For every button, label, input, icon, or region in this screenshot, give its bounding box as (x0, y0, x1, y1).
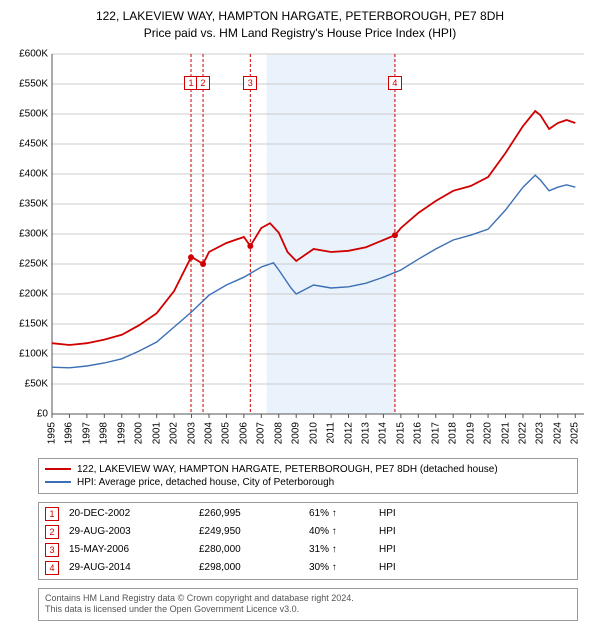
footer-attribution: Contains HM Land Registry data © Crown c… (38, 588, 578, 621)
title-line-2: Price paid vs. HM Land Registry's House … (8, 25, 592, 42)
x-tick-label: 1999 (116, 422, 127, 444)
x-tick-label: 2006 (238, 422, 249, 444)
sale-suffix: HPI (379, 526, 396, 537)
x-tick-label: 2018 (448, 422, 459, 444)
sale-pct: 31% ↑ (309, 544, 369, 555)
x-tick-label: 2005 (221, 422, 232, 444)
x-tick-label: 2011 (326, 422, 337, 444)
x-tick-label: 2021 (500, 422, 511, 444)
legend: 122, LAKEVIEW WAY, HAMPTON HARGATE, PETE… (38, 458, 578, 494)
sale-marker-box: 1 (45, 507, 59, 521)
x-tick-label: 1996 (64, 422, 75, 444)
y-tick-label: £50K (25, 378, 48, 389)
x-tick-label: 2000 (134, 422, 145, 444)
y-tick-label: £550K (19, 78, 48, 89)
sale-marker-3: 3 (243, 76, 257, 90)
legend-swatch (45, 481, 71, 483)
sale-marker-box: 2 (45, 525, 59, 539)
y-tick-label: £150K (19, 318, 48, 329)
sale-suffix: HPI (379, 508, 396, 519)
sale-row: 3 15-MAY-2006 £280,000 31% ↑ HPI (39, 541, 577, 559)
sale-row: 2 29-AUG-2003 £249,950 40% ↑ HPI (39, 523, 577, 541)
x-tick-label: 2016 (413, 422, 424, 444)
x-tick-label: 2002 (169, 422, 180, 444)
y-tick-label: £0 (37, 408, 48, 419)
sale-row: 4 29-AUG-2014 £298,000 30% ↑ HPI (39, 559, 577, 577)
sale-date: 20-DEC-2002 (69, 508, 189, 519)
x-tick-label: 2009 (291, 422, 302, 444)
chart-svg (8, 48, 592, 448)
x-tick-label: 2007 (256, 422, 267, 444)
x-tick-label: 1997 (81, 422, 92, 444)
title-line-1: 122, LAKEVIEW WAY, HAMPTON HARGATE, PETE… (8, 8, 592, 25)
sale-marker-2: 2 (196, 76, 210, 90)
sale-marker-box: 3 (45, 543, 59, 557)
x-tick-label: 2024 (552, 422, 563, 444)
sale-pct: 40% ↑ (309, 526, 369, 537)
legend-swatch (45, 468, 71, 470)
legend-item: 122, LAKEVIEW WAY, HAMPTON HARGATE, PETE… (45, 463, 571, 476)
x-tick-label: 2013 (360, 422, 371, 444)
x-tick-label: 2017 (430, 422, 441, 444)
y-tick-label: £300K (19, 228, 48, 239)
price-chart: £0 £50K £100K £150K £200K £250K £300K £350K £400… (8, 48, 592, 448)
y-tick-label: £100K (19, 348, 48, 359)
sale-price: £280,000 (199, 544, 299, 555)
y-tick-label: £450K (19, 138, 48, 149)
sale-price: £298,000 (199, 562, 299, 573)
x-tick-label: 2015 (395, 422, 406, 444)
sale-date: 29-AUG-2014 (69, 562, 189, 573)
sale-pct: 61% ↑ (309, 508, 369, 519)
legend-label: HPI: Average price, detached house, City… (77, 477, 334, 488)
x-tick-label: 2025 (570, 422, 581, 444)
x-tick-label: 2004 (203, 422, 214, 444)
sale-price: £249,950 (199, 526, 299, 537)
sale-date: 15-MAY-2006 (69, 544, 189, 555)
sale-date: 29-AUG-2003 (69, 526, 189, 537)
x-tick-label: 1995 (47, 422, 58, 444)
x-tick-label: 2012 (343, 422, 354, 444)
x-tick-label: 2020 (483, 422, 494, 444)
x-tick-label: 2001 (151, 422, 162, 444)
x-tick-label: 2014 (378, 422, 389, 444)
sale-row: 1 20-DEC-2002 £260,995 61% ↑ HPI (39, 505, 577, 523)
sale-suffix: HPI (379, 562, 396, 573)
sale-pct: 30% ↑ (309, 562, 369, 573)
sale-marker-4: 4 (388, 76, 402, 90)
y-tick-label: £500K (19, 108, 48, 119)
x-tick-label: 2008 (273, 422, 284, 444)
sale-marker-box: 4 (45, 561, 59, 575)
x-tick-label: 2022 (517, 422, 528, 444)
x-tick-label: 2003 (186, 422, 197, 444)
y-tick-label: £350K (19, 198, 48, 209)
y-tick-label: £200K (19, 288, 48, 299)
x-tick-label: 2019 (465, 422, 476, 444)
footer-line-1: Contains HM Land Registry data © Crown c… (45, 593, 571, 605)
y-tick-label: £400K (19, 168, 48, 179)
chart-title-block: 122, LAKEVIEW WAY, HAMPTON HARGATE, PETE… (8, 8, 592, 42)
sales-table: 1 20-DEC-2002 £260,995 61% ↑ HPI 2 29-AUG-2003… (38, 502, 578, 580)
y-tick-label: £250K (19, 258, 48, 269)
sale-suffix: HPI (379, 544, 396, 555)
sale-price: £260,995 (199, 508, 299, 519)
legend-item: HPI: Average price, detached house, City… (45, 476, 571, 489)
footer-line-2: This data is licensed under the Open Gov… (45, 604, 571, 616)
y-tick-label: £600K (19, 48, 48, 59)
x-tick-label: 2023 (535, 422, 546, 444)
legend-label: 122, LAKEVIEW WAY, HAMPTON HARGATE, PETE… (77, 464, 498, 475)
x-tick-label: 1998 (99, 422, 110, 444)
x-tick-label: 2010 (308, 422, 319, 444)
